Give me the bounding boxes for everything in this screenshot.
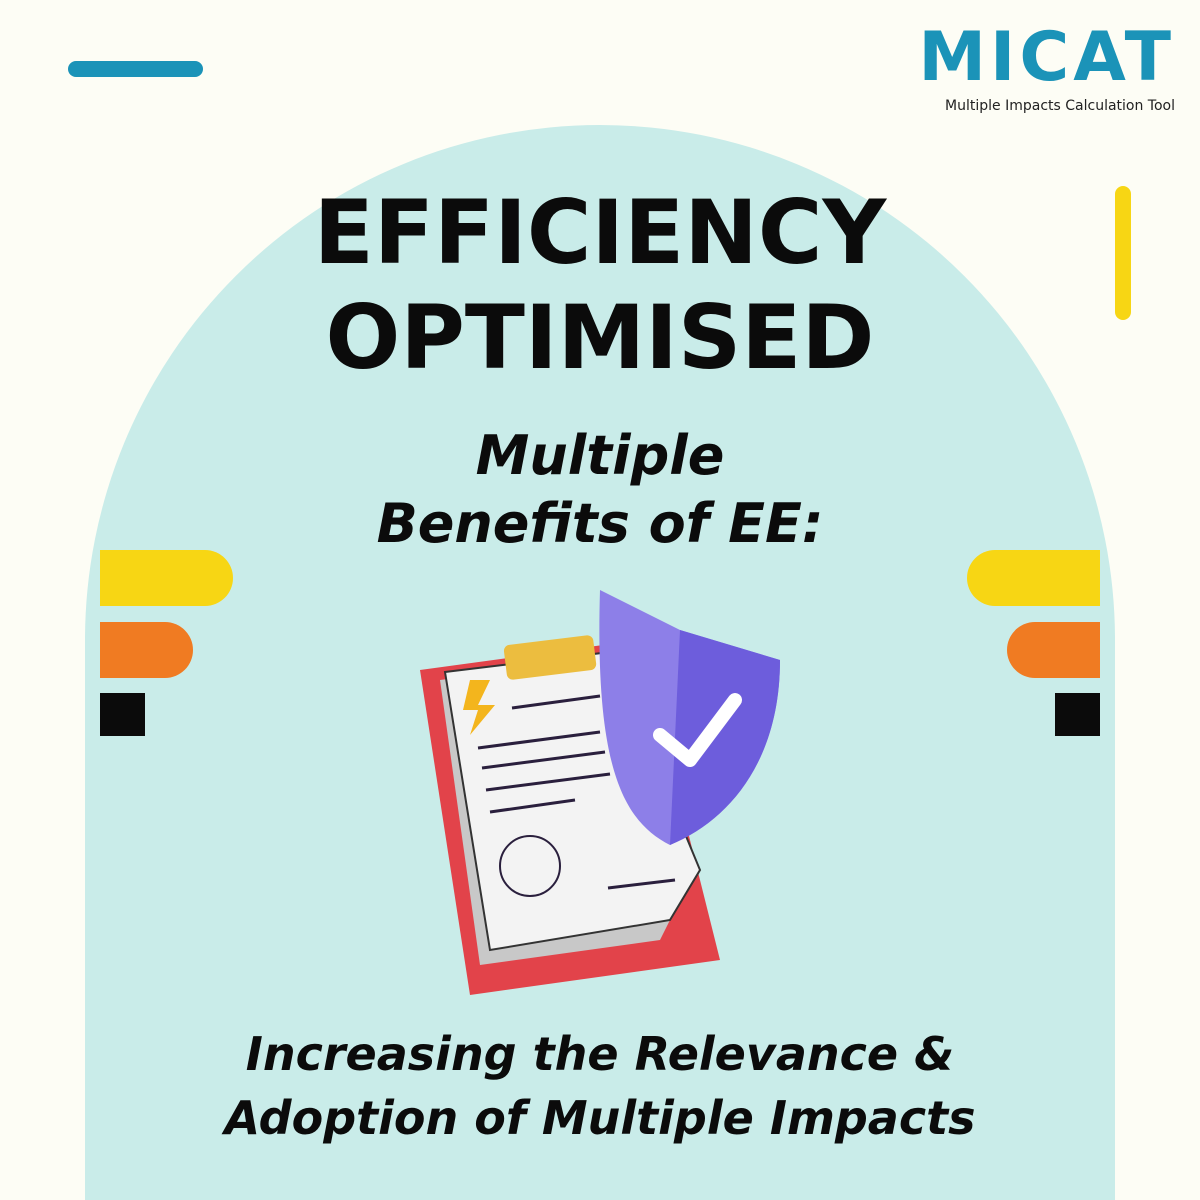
subheading-line: Multiple	[475, 424, 725, 487]
logo-tagline: Multiple Impacts Calculation Tool	[945, 98, 1175, 114]
clipboard-icon	[420, 590, 780, 995]
yellow-bar	[1115, 186, 1131, 320]
right-orange	[1007, 622, 1100, 678]
heading: EFFICIENCY OPTIMISED	[0, 180, 1200, 390]
heading-line: EFFICIENCY	[313, 181, 887, 284]
heading-line: OPTIMISED	[325, 286, 875, 389]
logo-name: MICAT	[918, 18, 1175, 97]
blue-bar	[68, 61, 203, 77]
subheading-line: Benefits of EE:	[376, 492, 824, 555]
right-black	[1055, 693, 1100, 736]
right-yellow	[967, 550, 1100, 606]
footer-line: Adoption of Multiple Impacts	[224, 1091, 976, 1145]
subheading: Multiple Benefits of EE:	[0, 422, 1200, 558]
footer-line: Increasing the Relevance &	[245, 1027, 955, 1081]
left-yellow	[100, 550, 233, 606]
logo: MICAT Multiple Impacts Calculation Tool	[905, 18, 1175, 114]
left-black	[100, 693, 145, 736]
footer: Increasing the Relevance & Adoption of M…	[0, 1022, 1200, 1150]
left-orange	[100, 622, 193, 678]
